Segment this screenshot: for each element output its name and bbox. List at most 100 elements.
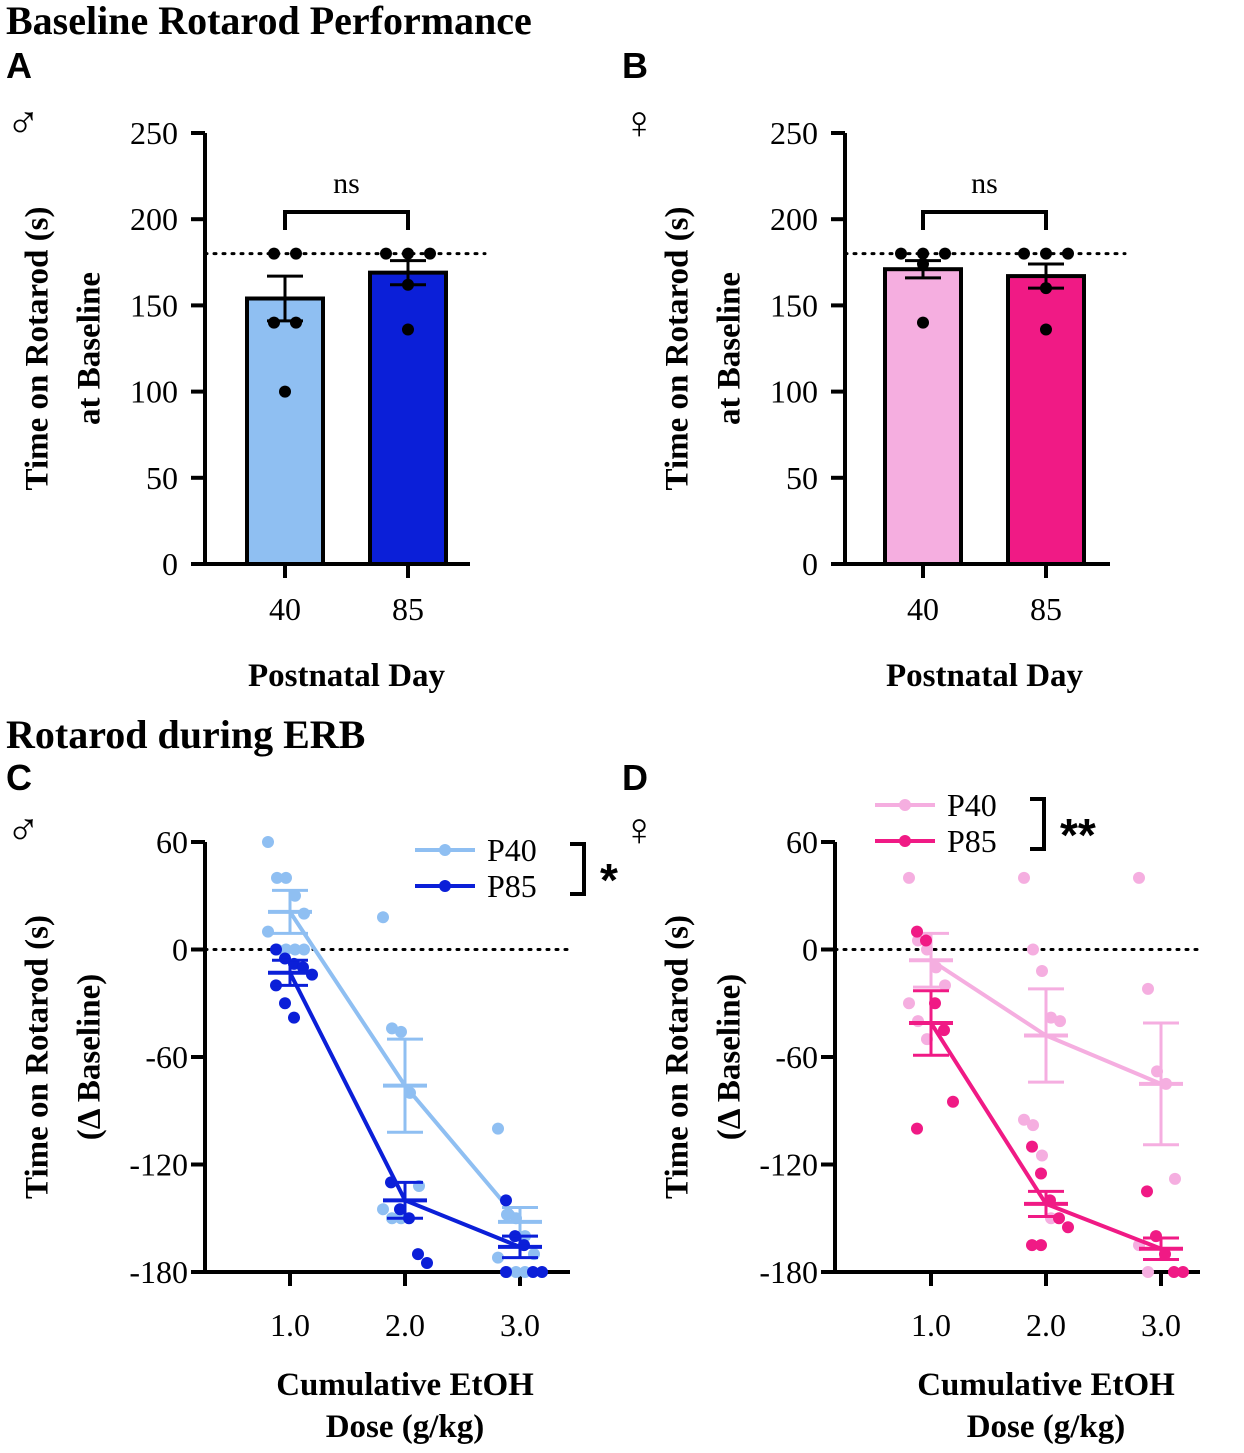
significance-label-c: * [600, 854, 618, 906]
chart-panel-c: C ♂ -180 -120 -60 0 60 Time on Rotarod (s) (Δ Ba… [6, 757, 618, 1445]
y-tick-label-d: -120 [759, 1147, 818, 1183]
data-point-c-p40 [395, 1025, 407, 1038]
data-point-c-p40 [377, 1203, 389, 1216]
chart-panel-b: B ♀ 0 50 100 150 200 250 Time on Rotarod (s) at B… [622, 45, 1127, 694]
y-axis-label-2-a: at Baseline [72, 272, 108, 425]
x-axis-label-b: Postnatal Day [886, 658, 1084, 694]
legend-marker-c-p40 [439, 844, 451, 856]
data-point-c-p40 [280, 871, 292, 884]
y-tick-label-a: 250 [130, 115, 178, 151]
data-point-b-40 [917, 247, 929, 260]
legend-marker-d-p85 [899, 835, 911, 847]
x-tick-label-c: 3.0 [500, 1307, 540, 1343]
panel-label-c: C [6, 757, 32, 798]
data-point-d-p40 [1133, 871, 1145, 884]
data-point-a-85 [402, 278, 414, 291]
data-point-d-p40 [1027, 1119, 1039, 1132]
sex-symbol-a: ♂ [6, 96, 41, 148]
data-point-c-p40 [492, 1251, 504, 1264]
data-point-d-p40 [1045, 1011, 1057, 1024]
data-point-c-p85 [421, 1257, 433, 1270]
y-tick-label-b: 0 [802, 546, 818, 582]
data-point-c-p40 [510, 1266, 522, 1278]
data-point-d-p85 [1053, 1212, 1065, 1225]
significance-bracket-a [283, 210, 410, 230]
chart-panel-d: D ♀ -180 -120 -60 0 60 Time on Rotarod (s) (Δ Ba… [622, 757, 1202, 1445]
x-axis-label-a: Postnatal Day [248, 658, 446, 694]
x-tick-label-d: 3.0 [1141, 1307, 1181, 1343]
data-point-d-p40 [1027, 943, 1039, 956]
sex-symbol-c: ♂ [6, 803, 41, 855]
data-point-a-40 [290, 316, 302, 329]
y-tick-label-c: 0 [172, 932, 188, 968]
data-point-b-40 [939, 247, 951, 260]
data-point-b-85 [1040, 247, 1052, 260]
x-tick-label-a-40: 40 [269, 591, 301, 627]
data-point-c-p85 [297, 961, 309, 974]
data-point-a-85 [402, 323, 414, 336]
y-tick-label-c: -60 [145, 1039, 188, 1075]
y-tick-label-a: 200 [130, 201, 178, 237]
data-point-d-p40 [903, 997, 915, 1010]
data-point-d-p85 [1168, 1266, 1180, 1278]
y-tick-label-b: 200 [770, 201, 818, 237]
section-title-baseline: Baseline Rotarod Performance [6, 0, 532, 43]
data-point-b-85 [1018, 247, 1030, 260]
data-point-c-p85 [536, 1266, 548, 1278]
y-tick-label-d: 0 [802, 932, 818, 968]
x-tick-label-d: 1.0 [911, 1307, 951, 1343]
data-point-b-85 [1062, 247, 1074, 260]
legend-label-c-p40: P40 [487, 832, 537, 868]
data-point-d-p85 [947, 1095, 959, 1108]
bar-b-85 [1006, 274, 1086, 566]
significance-bracket-c [570, 842, 586, 896]
legend-label-c-p85: P85 [487, 868, 537, 904]
data-point-a-40 [290, 247, 302, 260]
y-axis-label-2-b: at Baseline [712, 272, 748, 425]
x-tick-label-c: 1.0 [270, 1307, 310, 1343]
x-tick-label-a-85: 85 [392, 591, 424, 627]
charts-container: A ♂ 0 50 100 150 200 250 Time on Rotarod (s) at B… [6, 45, 1202, 1445]
data-point-d-p40 [1054, 1015, 1066, 1028]
y-tick-label-d: -180 [759, 1254, 818, 1290]
bar-b-40 [883, 267, 963, 566]
data-point-d-p85 [920, 934, 932, 947]
chart-panel-a: A ♂ 0 50 100 150 200 250 Time on Rotarod (s) at B… [6, 45, 487, 694]
y-tick-label-b: 50 [786, 460, 818, 496]
data-point-a-85 [402, 247, 414, 260]
data-point-d-p40 [1036, 1149, 1048, 1162]
data-point-c-p40 [377, 911, 389, 924]
data-point-c-p85 [270, 943, 282, 956]
significance-label-d: ** [1060, 809, 1096, 861]
legend-label-d-p40: P40 [947, 787, 997, 823]
data-point-d-p40 [903, 871, 915, 884]
significance-bracket-b [921, 210, 1048, 230]
sex-symbol-b: ♀ [622, 96, 657, 148]
y-tick-label-d: 60 [786, 824, 818, 860]
x-tick-label-b-40: 40 [907, 591, 939, 627]
x-tick-label-d: 2.0 [1026, 1307, 1066, 1343]
data-point-c-p40 [289, 889, 301, 902]
x-axis-label-2-d: Dose (g/kg) [967, 1409, 1126, 1445]
y-tick-label-b: 100 [770, 374, 818, 410]
data-point-a-40 [268, 247, 280, 260]
data-point-d-p85 [1177, 1266, 1189, 1278]
data-point-d-p40 [1142, 982, 1154, 995]
y-tick-label-a: 50 [146, 460, 178, 496]
data-point-c-p40 [386, 1022, 398, 1035]
data-point-b-40 [917, 258, 929, 271]
data-point-c-p85 [527, 1266, 539, 1278]
data-point-d-p85 [938, 1024, 950, 1037]
y-axis-label-d: Time on Rotarod (s) [660, 915, 696, 1199]
y-axis-label-2-c: (Δ Baseline) [72, 974, 108, 1140]
data-point-c-p85 [288, 1011, 300, 1024]
data-point-b-40 [917, 316, 929, 329]
significance-bracket-d [1030, 797, 1046, 851]
legend-marker-c-p85 [439, 880, 451, 892]
y-tick-label-c: -180 [129, 1254, 188, 1290]
data-point-d-p40 [1169, 1172, 1181, 1185]
data-point-b-85 [1040, 323, 1052, 336]
